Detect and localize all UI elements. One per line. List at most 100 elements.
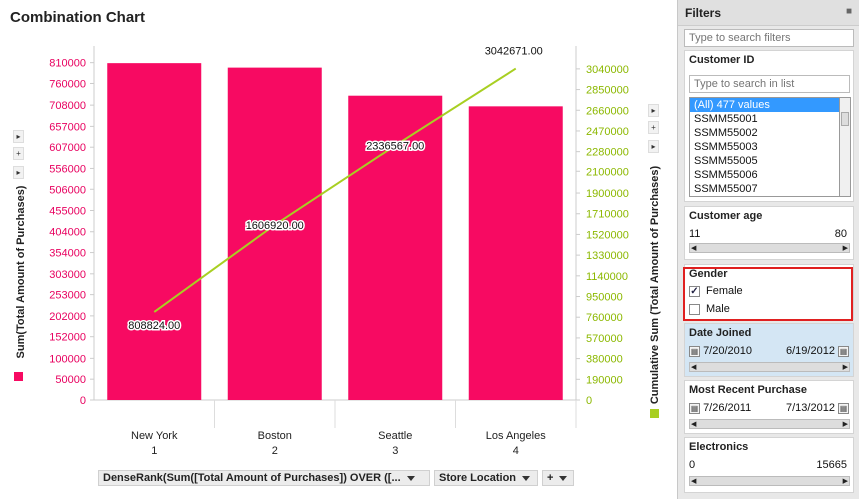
- slider-right-handle[interactable]: ▶: [842, 421, 848, 428]
- y2-tick-label: 2100000: [586, 166, 629, 178]
- date-joined-filter: Date Joined ▦ 7/20/2010 6/19/2012 ▦ ◀ ▶: [684, 323, 854, 377]
- y2-axis-add-button[interactable]: +: [648, 121, 659, 134]
- electronics-title: Electronics: [689, 441, 749, 453]
- customer-id-title: Customer ID: [689, 54, 755, 66]
- y2-axis-menu-arrow[interactable]: ▸: [648, 140, 659, 153]
- x-rank-label: 2: [272, 445, 278, 457]
- filter-search-input[interactable]: [684, 29, 854, 47]
- y-axis-expand-arrow[interactable]: ▸: [13, 130, 24, 143]
- chevron-down-icon: [522, 475, 531, 481]
- data-label: 808824.00: [128, 320, 180, 332]
- y-axis-title: Sum(Total Amount of Purchases): [15, 185, 27, 358]
- female-checkbox[interactable]: ✓: [689, 285, 700, 297]
- y2-tick-label: 190000: [586, 374, 623, 386]
- y-tick-label: 607000: [49, 142, 86, 154]
- electronics-min: 0: [689, 459, 696, 471]
- y2-tick-label: 1900000: [586, 188, 629, 200]
- x-axis-rank-selector[interactable]: DenseRank(Sum([Total Amount of Purchases…: [98, 470, 430, 486]
- slider-left-handle[interactable]: ◀: [691, 364, 697, 371]
- gender-option-female[interactable]: ✓ Female: [689, 285, 743, 301]
- female-label: Female: [706, 285, 743, 297]
- y2-axis-title: Cumulative Sum (Total Amount of Purchase…: [649, 165, 661, 404]
- y-axis-add-button[interactable]: +: [13, 147, 24, 160]
- customer-age-slider[interactable]: ◀ ▶: [689, 243, 850, 253]
- y-tick-label: 202000: [49, 311, 86, 323]
- y2-tick-label: 380000: [586, 354, 623, 366]
- x-tick-label: New York: [131, 430, 178, 442]
- list-item[interactable]: SSMM55003: [694, 141, 758, 153]
- y2-axis-expand-arrow[interactable]: ▸: [648, 104, 659, 117]
- list-item[interactable]: (All) 477 values: [690, 98, 839, 112]
- purchase-to[interactable]: 7/13/2012 ▦: [786, 402, 849, 414]
- slider-left-handle[interactable]: ◀: [691, 245, 697, 252]
- filters-header: Filters ■: [678, 0, 859, 26]
- list-item[interactable]: SSMM55001: [694, 113, 758, 125]
- slider-left-handle[interactable]: ◀: [691, 478, 697, 485]
- y-axis-menu-arrow[interactable]: ▸: [13, 166, 24, 179]
- customer-age-filter: Customer age 11 80 ◀ ▶: [684, 206, 854, 260]
- cumulative-line: [153, 67, 517, 313]
- date-joined-to[interactable]: 6/19/2012 ▦: [786, 345, 849, 357]
- slider-left-handle[interactable]: ◀: [691, 421, 697, 428]
- list-item[interactable]: SSMM55005: [694, 155, 758, 167]
- slider-right-handle[interactable]: ▶: [842, 364, 848, 371]
- y-tick-label: 556000: [49, 163, 86, 175]
- y-tick-label: 303000: [49, 269, 86, 281]
- x-axis-add-button[interactable]: +: [542, 470, 574, 486]
- bar: [107, 63, 202, 401]
- purchase-from[interactable]: ▦ 7/26/2011: [689, 402, 752, 414]
- customer-id-scrollbar[interactable]: [840, 97, 851, 197]
- date-joined-from[interactable]: ▦ 7/20/2010: [689, 345, 752, 357]
- list-item[interactable]: SSMM55006: [694, 169, 758, 181]
- y2-tick-label: 1710000: [586, 209, 629, 221]
- combination-chart[interactable]: 810000 760000 708000 657000 607000 556000 5060…: [0, 0, 676, 499]
- data-label: 3042671.00: [485, 46, 543, 58]
- x-tick-label: Boston: [258, 430, 292, 442]
- calendar-icon[interactable]: ▦: [838, 402, 849, 414]
- y2-tick-label: 3040000: [586, 64, 629, 76]
- x-axis-category-selector[interactable]: Store Location: [434, 470, 538, 486]
- electronics-filter: Electronics 0 15665 ◀ ▶: [684, 437, 854, 493]
- gender-option-male[interactable]: Male: [689, 303, 730, 319]
- chevron-down-icon: [406, 475, 415, 481]
- calendar-icon[interactable]: ▦: [838, 345, 849, 357]
- slider-right-handle[interactable]: ▶: [842, 478, 848, 485]
- most-recent-purchase-slider[interactable]: ◀ ▶: [689, 419, 850, 429]
- y-tick-label: 657000: [49, 121, 86, 133]
- calendar-icon[interactable]: ▦: [689, 402, 700, 414]
- filters-title: Filters: [685, 6, 722, 20]
- customer-age-min: 11: [689, 228, 701, 240]
- male-checkbox[interactable]: [689, 303, 700, 315]
- bar: [468, 106, 563, 401]
- y-tick-label: 100000: [49, 353, 86, 365]
- data-label: 2336567.00: [366, 140, 424, 152]
- customer-id-list[interactable]: (All) 477 values SSMM55001 SSMM55002 SSM…: [689, 97, 840, 197]
- pin-icon[interactable]: ■: [845, 6, 852, 17]
- y2-tick-label: 0: [586, 395, 592, 407]
- gender-filter-highlight: [683, 267, 853, 321]
- y2-tick-label: 1520000: [586, 229, 629, 241]
- calendar-icon[interactable]: ▦: [689, 345, 700, 357]
- customer-age-max: 80: [834, 228, 847, 240]
- x-rank-label: 4: [513, 445, 519, 457]
- date-joined-slider[interactable]: ◀ ▶: [689, 362, 850, 372]
- slider-right-handle[interactable]: ▶: [842, 245, 848, 252]
- scroll-thumb[interactable]: [841, 112, 849, 126]
- customer-id-search-input[interactable]: [689, 75, 850, 93]
- y2-tick-label: 760000: [586, 312, 623, 324]
- y2-tick-label: 2280000: [586, 147, 629, 159]
- y2-tick-label: 2660000: [586, 105, 629, 117]
- list-item[interactable]: SSMM55002: [694, 127, 758, 139]
- y-tick-label: 760000: [49, 78, 86, 90]
- y2-tick-label: 2470000: [586, 126, 629, 138]
- male-label: Male: [706, 303, 730, 315]
- chart-visualization: Combination Chart 810000 760000 708000 6570…: [0, 0, 676, 499]
- x-tick-label: Seattle: [378, 430, 412, 442]
- y2-tick-label: 1330000: [586, 250, 629, 262]
- electronics-slider[interactable]: ◀ ▶: [689, 476, 850, 486]
- chevron-down-icon: [559, 475, 568, 481]
- list-item[interactable]: SSMM55007: [694, 183, 758, 195]
- x-tick-label: Los Angeles: [486, 430, 546, 442]
- data-label: 1606920.00: [246, 220, 304, 232]
- y2-tick-label: 1140000: [586, 271, 628, 283]
